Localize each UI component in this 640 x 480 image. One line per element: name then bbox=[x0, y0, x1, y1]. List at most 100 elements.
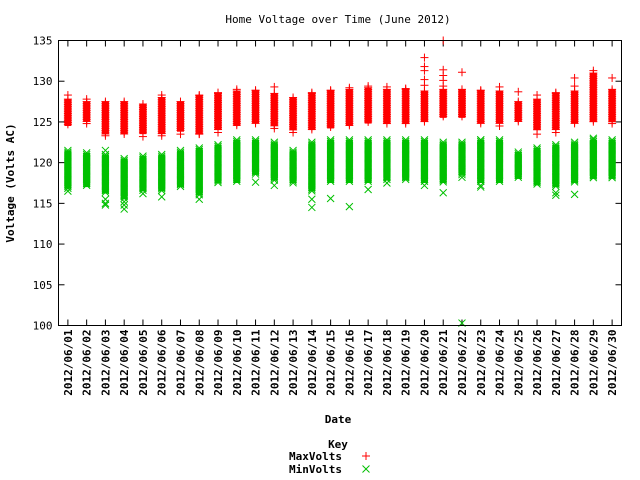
min-volt-range-bar bbox=[533, 147, 541, 186]
min-volt-marker bbox=[270, 152, 279, 161]
min-volt-marker bbox=[570, 170, 579, 179]
min-volt-marker bbox=[176, 162, 185, 171]
min-volt-marker bbox=[439, 178, 448, 186]
min-volt-outlier bbox=[364, 185, 373, 194]
min-volt-range-bar bbox=[514, 152, 522, 179]
min-volt-marker bbox=[476, 175, 485, 184]
chart-title: Home Voltage over Time (June 2012) bbox=[225, 13, 450, 26]
min-volt-marker bbox=[364, 150, 373, 159]
min-volt-marker bbox=[420, 143, 429, 151]
min-volt-marker bbox=[101, 166, 110, 175]
x-tick-label: 2012/06/09 bbox=[212, 330, 225, 396]
legend-marker-minvolts bbox=[362, 465, 370, 473]
min-volt-marker bbox=[589, 137, 598, 146]
min-volt-marker bbox=[101, 181, 110, 189]
y-tick-label: 100 bbox=[33, 320, 53, 333]
min-volt-marker bbox=[176, 146, 185, 155]
min-volt-marker bbox=[195, 167, 204, 176]
min-volt-marker bbox=[458, 167, 466, 175]
min-volt-marker bbox=[533, 176, 541, 185]
min-volt-marker bbox=[514, 150, 523, 158]
min-volt-marker bbox=[289, 173, 297, 182]
min-volt-marker bbox=[307, 174, 316, 183]
min-volt-marker bbox=[551, 169, 560, 178]
min-volt-marker bbox=[364, 171, 373, 180]
max-volt-marker bbox=[514, 117, 523, 126]
min-volt-marker bbox=[176, 148, 185, 157]
min-volt-marker bbox=[345, 148, 354, 157]
min-volt-marker bbox=[364, 166, 373, 175]
min-volt-marker bbox=[214, 173, 222, 181]
min-volt-marker bbox=[570, 152, 579, 161]
min-volt-marker bbox=[82, 174, 91, 182]
y-tick-label: 120 bbox=[33, 157, 53, 170]
x-tick-label: 2012/06/15 bbox=[325, 330, 338, 396]
min-volt-marker bbox=[139, 177, 147, 186]
min-volt-marker bbox=[326, 141, 335, 150]
min-volt-marker bbox=[364, 157, 373, 166]
min-volt-marker bbox=[345, 146, 354, 155]
min-volt-marker bbox=[251, 150, 260, 159]
min-volt-marker bbox=[476, 143, 485, 151]
x-tick-label: 2012/06/25 bbox=[512, 330, 525, 396]
min-volt-marker bbox=[458, 140, 466, 148]
max-volt-outlier bbox=[364, 82, 373, 91]
min-volt-marker bbox=[270, 147, 279, 156]
min-volt-marker bbox=[589, 146, 598, 155]
min-volt-marker bbox=[383, 155, 391, 164]
min-volt-marker bbox=[401, 175, 410, 184]
min-volt-marker bbox=[533, 151, 541, 160]
min-volt-marker bbox=[608, 162, 616, 171]
min-volt-marker bbox=[176, 157, 185, 166]
min-volt-marker bbox=[476, 162, 485, 171]
min-volt-marker bbox=[589, 159, 598, 168]
min-volt-marker bbox=[251, 148, 260, 157]
min-volt-outlier bbox=[476, 135, 485, 144]
min-volt-marker bbox=[232, 146, 241, 155]
min-volt-marker bbox=[383, 170, 391, 178]
min-volt-marker bbox=[270, 143, 279, 152]
min-volt-marker bbox=[195, 145, 204, 154]
min-volt-marker bbox=[307, 167, 316, 175]
max-volt-outlier bbox=[270, 124, 279, 133]
plot-frame bbox=[58, 40, 622, 326]
max-volt-outlier bbox=[63, 91, 72, 100]
min-volt-marker bbox=[345, 150, 354, 159]
min-volt-marker bbox=[307, 172, 316, 181]
min-volt-marker bbox=[176, 150, 185, 158]
min-volt-marker bbox=[289, 150, 297, 158]
min-volt-marker bbox=[551, 178, 560, 187]
min-volt-marker bbox=[551, 176, 560, 185]
min-volt-marker bbox=[195, 185, 204, 194]
min-volt-marker bbox=[495, 157, 504, 166]
min-volt-marker bbox=[495, 161, 504, 169]
min-volt-marker bbox=[570, 174, 579, 183]
min-volt-marker bbox=[307, 145, 316, 154]
min-volt-marker bbox=[157, 152, 166, 161]
min-volt-marker bbox=[458, 163, 466, 172]
min-volt-marker bbox=[195, 189, 204, 197]
min-volt-marker bbox=[439, 143, 448, 152]
min-volt-marker bbox=[157, 157, 166, 166]
min-volt-marker bbox=[570, 154, 579, 163]
max-volt-marker bbox=[401, 119, 410, 128]
min-volt-marker bbox=[157, 163, 166, 171]
min-volt-marker bbox=[420, 170, 429, 178]
min-volt-marker bbox=[514, 151, 523, 160]
min-volt-marker bbox=[120, 178, 129, 186]
min-volt-marker bbox=[326, 168, 335, 177]
max-volt-marker bbox=[364, 117, 373, 126]
max-volt-marker bbox=[439, 112, 448, 121]
min-volt-marker bbox=[120, 190, 129, 199]
min-volt-marker bbox=[608, 171, 616, 180]
min-volt-marker bbox=[589, 153, 598, 162]
min-volt-marker bbox=[533, 169, 541, 178]
min-volt-marker bbox=[195, 178, 204, 187]
x-tick-label: 2012/06/17 bbox=[362, 330, 375, 396]
min-volt-marker bbox=[176, 175, 185, 184]
min-volt-marker bbox=[551, 155, 560, 163]
min-volt-marker bbox=[383, 168, 391, 177]
min-volt-marker bbox=[364, 155, 373, 164]
min-volt-marker bbox=[326, 139, 335, 148]
min-volt-marker bbox=[551, 167, 560, 176]
